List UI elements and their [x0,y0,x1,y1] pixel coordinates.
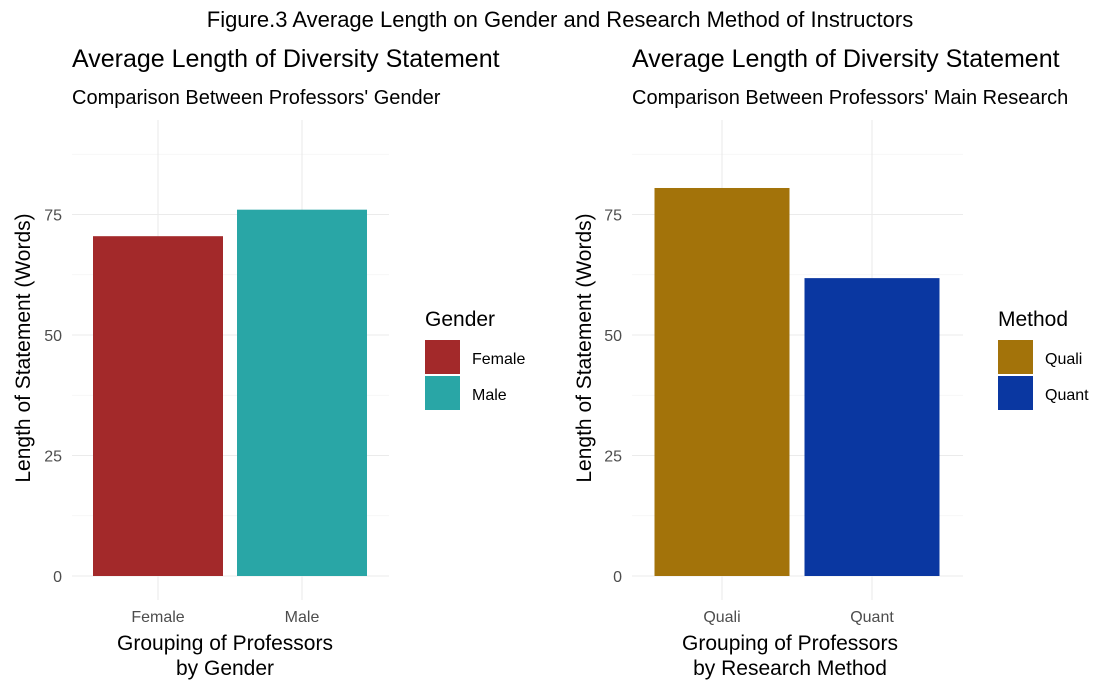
legend-key-quali [998,340,1033,374]
legend-title: Method [998,308,1068,331]
chart-panel-1: Average Length of Diversity Statement Com… [12,45,525,680]
figure-title: Figure.3 Average Length on Gender and Re… [207,7,913,32]
x-tick-label: Female [131,609,184,626]
legend-title: Gender [425,308,495,331]
legend-key-male [425,376,460,410]
legend-label-male: Male [472,387,507,404]
legend-label-quant: Quant [1045,387,1089,404]
legend-key-female [425,340,460,374]
bar-quali [654,187,790,577]
x-axis-title-line: by Research Method [693,657,887,680]
x-axis-title-line: by Gender [176,657,274,680]
y-tick-label: 25 [604,449,622,466]
legend-label-female: Female [472,351,525,368]
x-axis-title: Grouping of Professors by Research Method [682,632,898,680]
x-axis-title-line: Grouping of Professors [682,632,898,655]
chart-panels: Average Length of Diversity Statement Com… [12,45,1089,680]
legend: Gender Female Male [425,308,525,410]
y-tick-label: 0 [613,569,622,586]
y-axis-title: Length of Statement (Words) [573,213,596,482]
y-tick-label: 50 [44,328,62,345]
legend-key-quant [998,376,1033,410]
legend: Method Quali Quant [998,308,1089,410]
x-axis-title: Grouping of Professors by Gender [117,632,333,680]
chart-title: Average Length of Diversity Statement [72,45,500,73]
y-tick-label: 0 [53,569,62,586]
x-tick-label: Quant [850,609,894,626]
chart-subtitle: Comparison Between Professors' Main Rese… [632,87,1068,109]
y-axis-title: Length of Statement (Words) [12,213,35,482]
x-tick-label: Quali [703,609,740,626]
bar-male [237,209,367,576]
x-axis-title-line: Grouping of Professors [117,632,333,655]
y-tick-label: 50 [604,328,622,345]
y-tick-label: 75 [44,208,62,225]
chart-title: Average Length of Diversity Statement [632,45,1060,73]
x-tick-label: Male [285,609,320,626]
legend-label-quali: Quali [1045,351,1082,368]
y-tick-label: 25 [44,449,62,466]
bar-quant [804,278,940,576]
y-tick-label: 75 [604,208,622,225]
chart-subtitle: Comparison Between Professors' Gender [72,87,441,109]
bar-female [93,236,223,576]
chart-panel-2: Average Length of Diversity Statement Com… [573,45,1089,680]
